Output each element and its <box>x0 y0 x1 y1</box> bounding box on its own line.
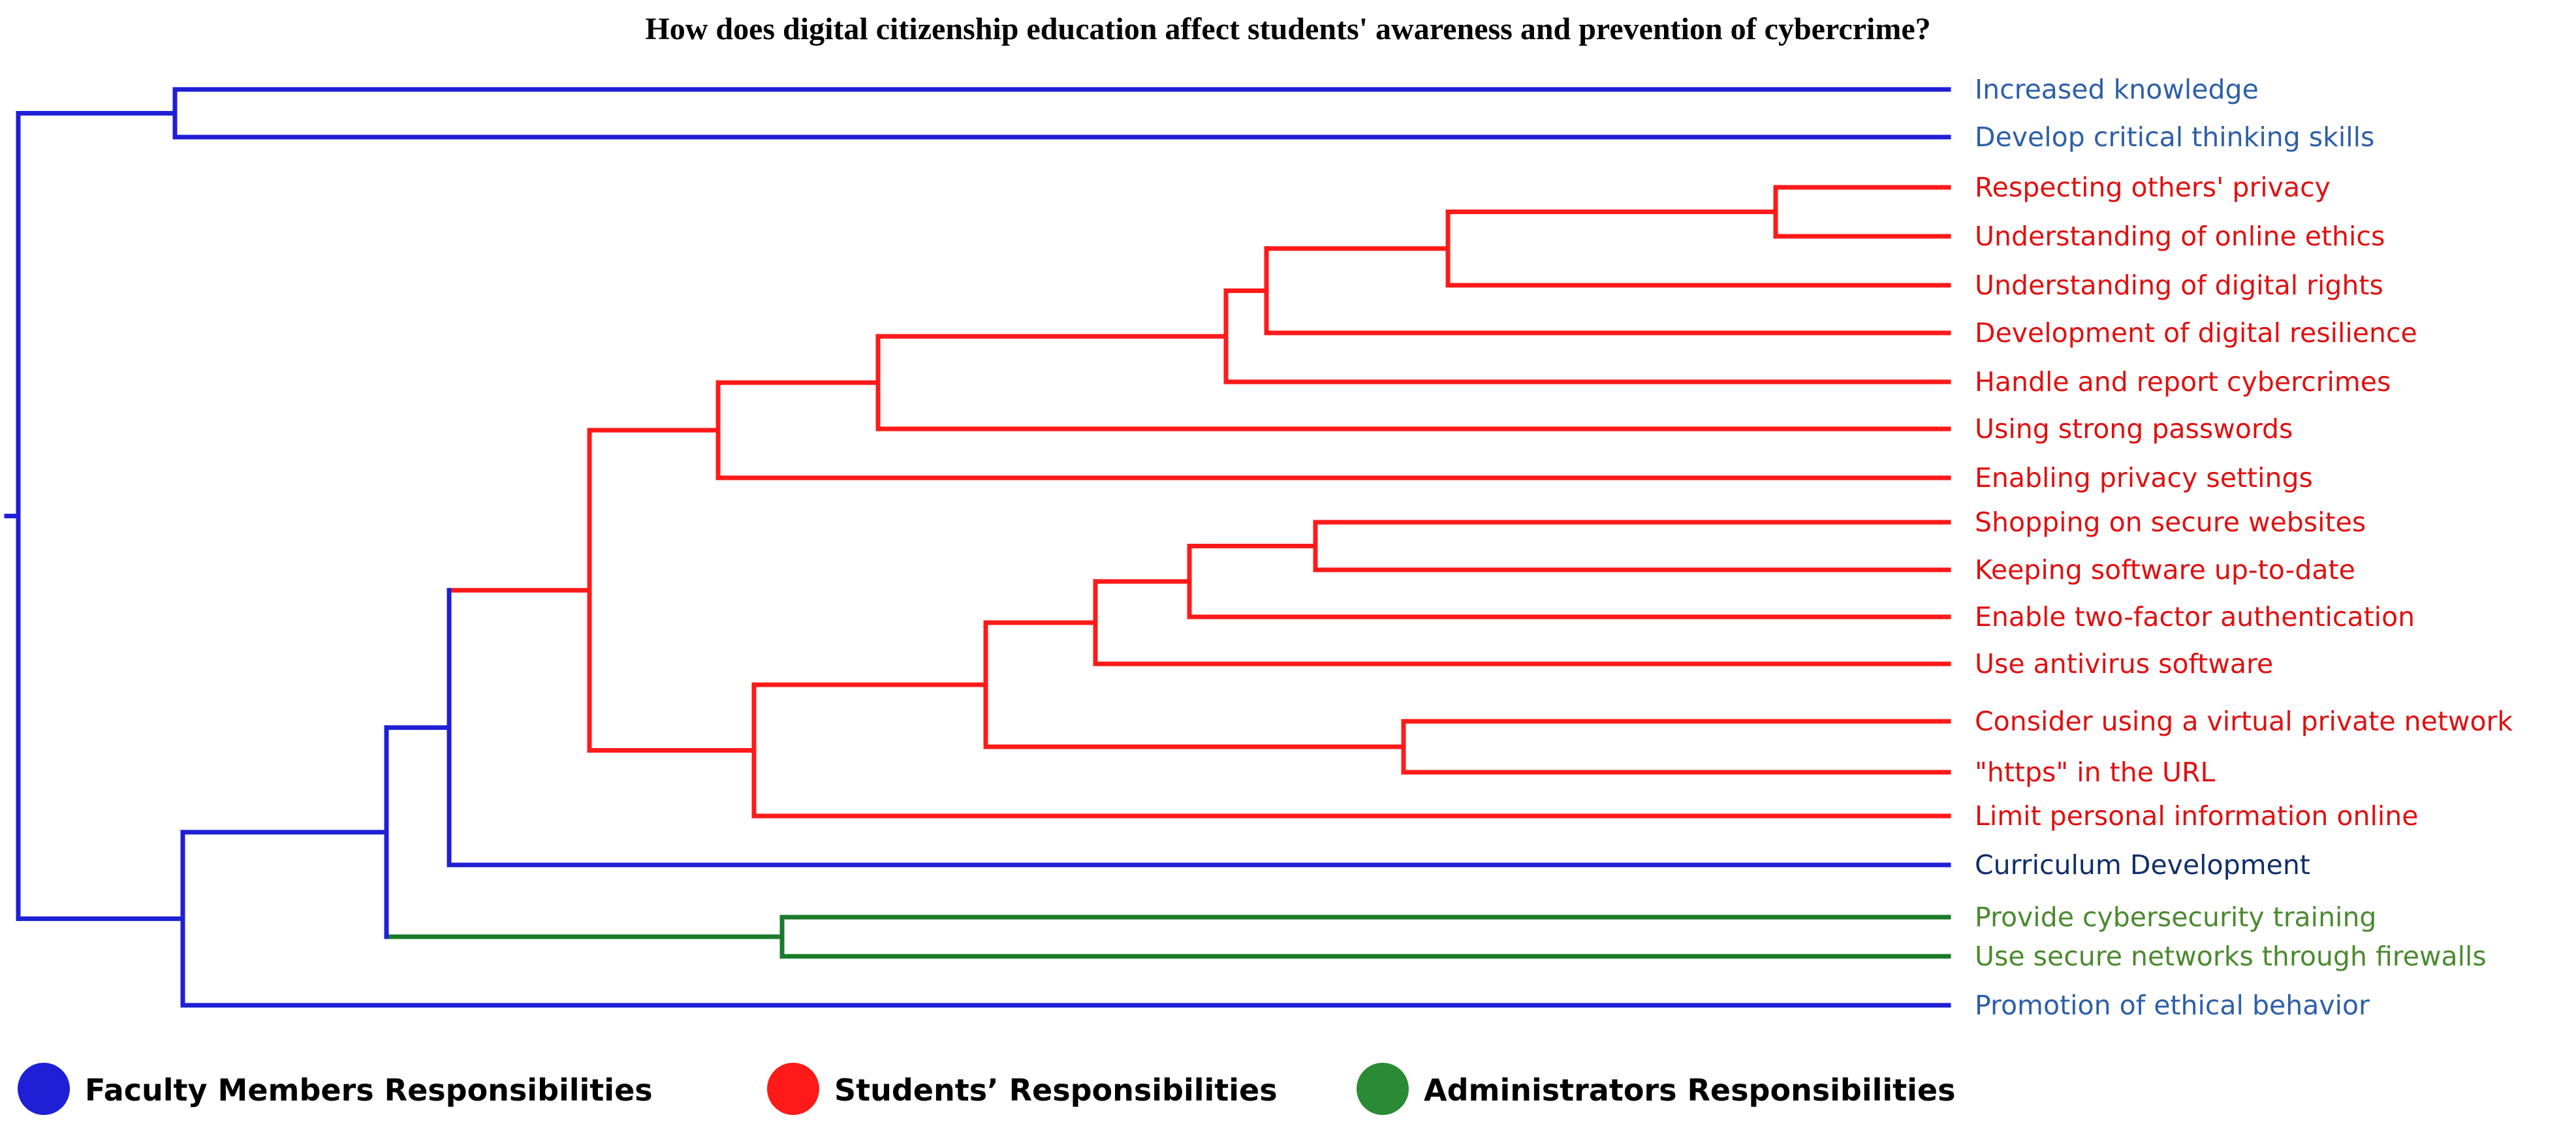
leaf-label: Curriculum Development <box>1975 849 2310 881</box>
leaf-label: Keeping software up-to-date <box>1975 554 2355 586</box>
leaf-labels: Increased knowledge Develop critical thin… <box>1975 74 2513 1021</box>
leaf-label: Use secure networks through firewalls <box>1975 941 2487 972</box>
legend-label: Students’ Responsibilities <box>834 1073 1278 1108</box>
chart-title: How does digital citizenship education a… <box>645 12 1931 46</box>
legend-label: Administrators Responsibilities <box>1424 1073 1956 1108</box>
leaf-label: Using strong passwords <box>1975 413 2293 445</box>
leaf-label: Handle and report cybercrimes <box>1975 366 2391 398</box>
leaf-label: Development of digital resilience <box>1975 317 2417 349</box>
leaf-label: Use antivirus software <box>1975 648 2273 680</box>
leaf-label: "https" in the URL <box>1975 757 2215 788</box>
leaf-label: Understanding of online ethics <box>1975 221 2385 252</box>
leaf-label: Increased knowledge <box>1975 74 2259 105</box>
leaf-label: Shopping on secure websites <box>1975 507 2366 538</box>
legend-label: Faculty Members Responsibilities <box>85 1073 653 1108</box>
legend-swatch <box>767 1063 819 1115</box>
leaf-label: Develop critical thinking skills <box>1975 121 2374 153</box>
legend-swatch <box>18 1063 70 1115</box>
legend-swatch <box>1357 1063 1409 1115</box>
legend: Faculty Members Responsibilities Students… <box>18 1063 1956 1115</box>
leaf-label: Respecting others' privacy <box>1975 172 2331 203</box>
leaf-label: Understanding of digital rights <box>1975 270 2383 301</box>
leaf-label: Enabling privacy settings <box>1975 462 2313 494</box>
leaf-label: Provide cybersecurity training <box>1975 901 2376 933</box>
leaf-label: Limit personal information online <box>1975 800 2418 832</box>
leaf-label: Consider using a virtual private network <box>1975 706 2513 737</box>
dendrogram-links <box>4 87 1951 1008</box>
leaf-label: Enable two-factor authentication <box>1975 601 2415 633</box>
leaf-label: Promotion of ethical behavior <box>1975 990 2370 1021</box>
